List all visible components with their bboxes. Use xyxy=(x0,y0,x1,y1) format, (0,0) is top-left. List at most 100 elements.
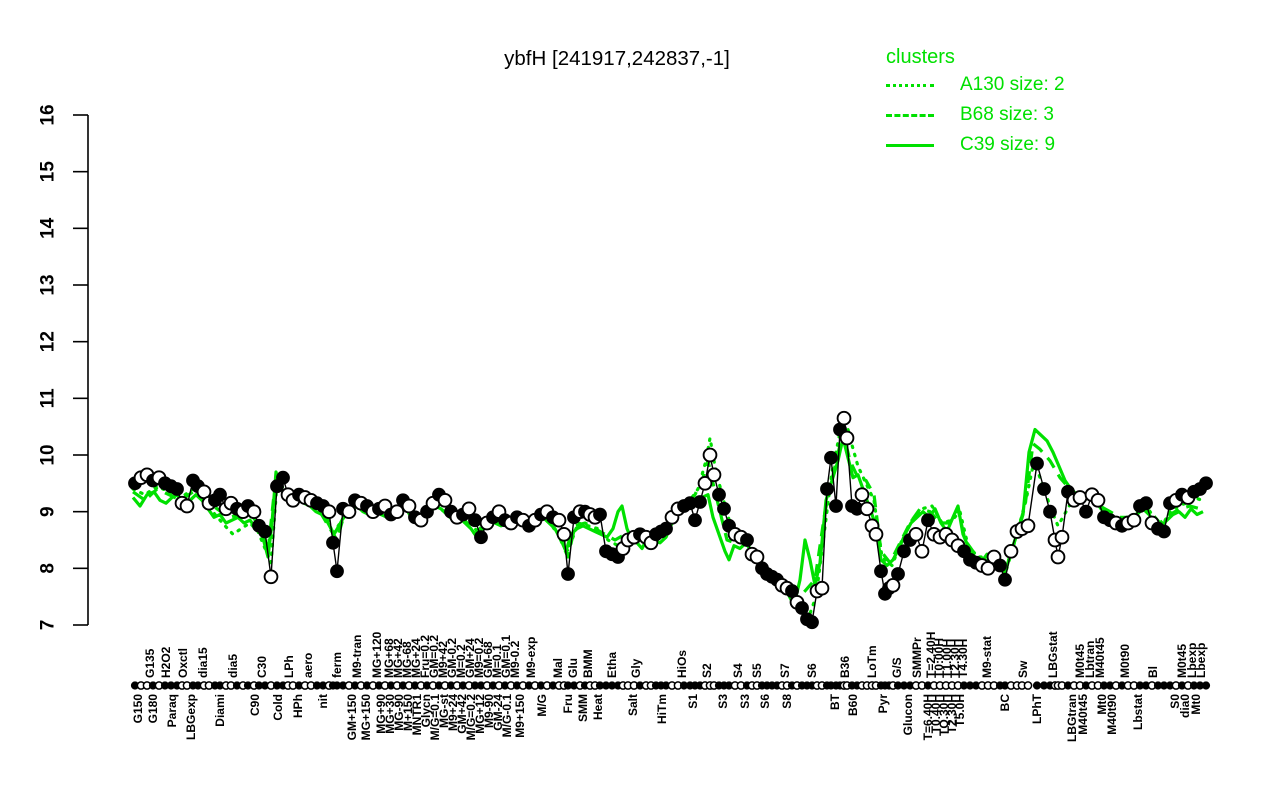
x-axis-label-bottom: Cold xyxy=(271,694,285,721)
x-axis-label-top: B36 xyxy=(838,656,852,678)
x-axis-label-bottom: S6 xyxy=(758,694,772,709)
data-point-filled xyxy=(1043,504,1057,519)
x-axis-label-bottom: MG-90 xyxy=(392,694,406,731)
data-point-open xyxy=(556,526,572,542)
y-axis-tick-label: 16 xyxy=(38,104,59,125)
x-axis-label-top: C30 xyxy=(255,656,269,678)
data-point-open xyxy=(697,475,713,491)
x-axis-label-bottom: dia0 xyxy=(1178,694,1192,718)
x-axis-label-top: Fru=0.2 xyxy=(418,635,432,678)
x-axis-label-top: M0t45 xyxy=(1073,644,1087,678)
legend-item-c39: C39 size: 9 xyxy=(886,130,1216,160)
x-axis-label-bottom: MG+12 xyxy=(473,694,487,734)
x-axis-label-bottom: LPhT xyxy=(1030,693,1044,724)
data-point-filled xyxy=(276,470,290,485)
x-axis-label-bottom: S0 xyxy=(1168,694,1182,709)
x-axis-label-bottom: nit xyxy=(316,694,330,709)
x-axis-label-top: Bl xyxy=(1146,666,1160,678)
legend: clusters A130 size: 2 B68 size: 3 C39 si… xyxy=(886,44,1216,160)
data-point-open xyxy=(1126,512,1142,528)
x-axis-label-top: Mal xyxy=(551,658,565,678)
x-axis-label-bottom: Paraq xyxy=(165,694,179,727)
x-axis-label-bottom: Lbstat xyxy=(1131,694,1145,730)
y-axis-tick-label: 7 xyxy=(38,620,59,631)
x-axis-label-top: M9-tran xyxy=(350,635,364,678)
x-axis-label-top: M9+42 xyxy=(436,641,450,678)
x-axis-label-top: S4 xyxy=(731,663,745,678)
y-axis-tick-label: 8 xyxy=(38,563,59,574)
x-axis-label-bottom: G150 xyxy=(131,694,145,724)
x-axis-label-top: M9-exp xyxy=(524,637,538,678)
data-point-open xyxy=(868,526,884,542)
x-axis-label-bottom: GM-24 xyxy=(491,694,505,731)
condition-dot xyxy=(1023,681,1033,690)
data-point-open xyxy=(246,504,262,520)
x-axis-label-top: GM-68 xyxy=(481,641,495,678)
data-point-open xyxy=(551,512,567,528)
x-axis-label-bottom: M/G-0.1 xyxy=(500,694,514,738)
data-point-open xyxy=(908,526,924,542)
x-axis-label-bottom: MG+90 xyxy=(374,694,388,734)
data-point-open xyxy=(749,549,765,565)
x-axis-label-top: Sw xyxy=(1016,660,1030,678)
x-axis-label-bottom: M9-90 xyxy=(482,694,496,728)
x-axis-labels: G135 H2O2 Oxctl dia15 dia5 C30 LPh aero ferm M9-t… xyxy=(131,631,1208,742)
data-point-filled xyxy=(468,513,482,528)
data-point-filled xyxy=(593,507,607,522)
x-axis-label-bottom: M40t45 xyxy=(1076,694,1090,735)
x-axis-label-bottom: T0.40H xyxy=(929,694,943,733)
data-point-open xyxy=(814,580,830,596)
data-point-open xyxy=(1003,543,1019,559)
data-point-filled xyxy=(330,564,344,579)
x-axis-label-top: M=0.1 xyxy=(490,644,504,678)
data-point-open xyxy=(706,467,722,483)
data-point-filled xyxy=(820,482,834,496)
data-point-filled xyxy=(824,450,838,465)
data-point-open xyxy=(1050,549,1066,565)
legend-title: clusters xyxy=(886,46,955,68)
x-axis-label-bottom: Glycn xyxy=(419,694,433,727)
data-point-filled xyxy=(740,533,754,547)
data-point-open xyxy=(179,498,195,514)
data-point-open xyxy=(263,569,279,585)
chart-title: ybfH [241917,242837,-1] xyxy=(504,47,730,70)
data-point-filled xyxy=(213,487,227,502)
data-point-open xyxy=(702,447,718,463)
x-axis-label-bottom: Heat xyxy=(591,694,605,720)
legend-item-label: B68 size: 3 xyxy=(960,104,1054,125)
x-axis-label-bottom: SMM xyxy=(576,694,590,722)
x-axis-label-top: MG+120 xyxy=(370,631,384,678)
x-axis-label-bottom: LBGtran xyxy=(1065,694,1079,742)
x-axis-label-bottom: BT xyxy=(828,693,842,710)
x-axis-label-bottom: GM+150 xyxy=(345,694,359,741)
data-point-filled xyxy=(1037,482,1051,496)
data-point-open xyxy=(854,487,870,503)
data-point-open xyxy=(401,498,417,514)
data-point-filled xyxy=(659,521,673,536)
condition-dot xyxy=(1201,681,1211,690)
data-point-filled xyxy=(897,544,911,559)
data-point-filled xyxy=(717,501,731,516)
x-axis-label-top: S6 xyxy=(805,663,819,678)
x-axis-label-top: Glu xyxy=(566,658,580,678)
data-point-filled xyxy=(993,558,1007,573)
x-axis-label-top: Etha xyxy=(605,652,619,678)
x-axis-label-top: dia5 xyxy=(226,654,240,678)
x-axis-label-top: M0t90 xyxy=(1118,644,1132,678)
x-axis-label-bottom: S8 xyxy=(780,694,794,709)
x-axis-label-bottom: Pyr xyxy=(876,694,890,714)
x-axis-label-top: T0:00H xyxy=(932,638,946,678)
data-point-filled xyxy=(795,601,809,615)
x-axis-label-top: M9=0.2 xyxy=(472,637,486,678)
condition-dot xyxy=(1032,681,1042,690)
y-axis-tick-label: 11 xyxy=(38,388,59,409)
gene-profile-series xyxy=(128,410,1213,630)
x-axis-label-bottom: BC xyxy=(998,694,1012,712)
legend-item-label: A130 size: 2 xyxy=(960,74,1065,95)
legend-item-a130: A130 size: 2 xyxy=(886,70,1216,100)
data-point-open xyxy=(885,577,901,593)
x-axis-label-bottom: C90 xyxy=(248,694,262,716)
data-point-open xyxy=(321,504,337,520)
x-axis-label-top: S7 xyxy=(778,663,792,678)
